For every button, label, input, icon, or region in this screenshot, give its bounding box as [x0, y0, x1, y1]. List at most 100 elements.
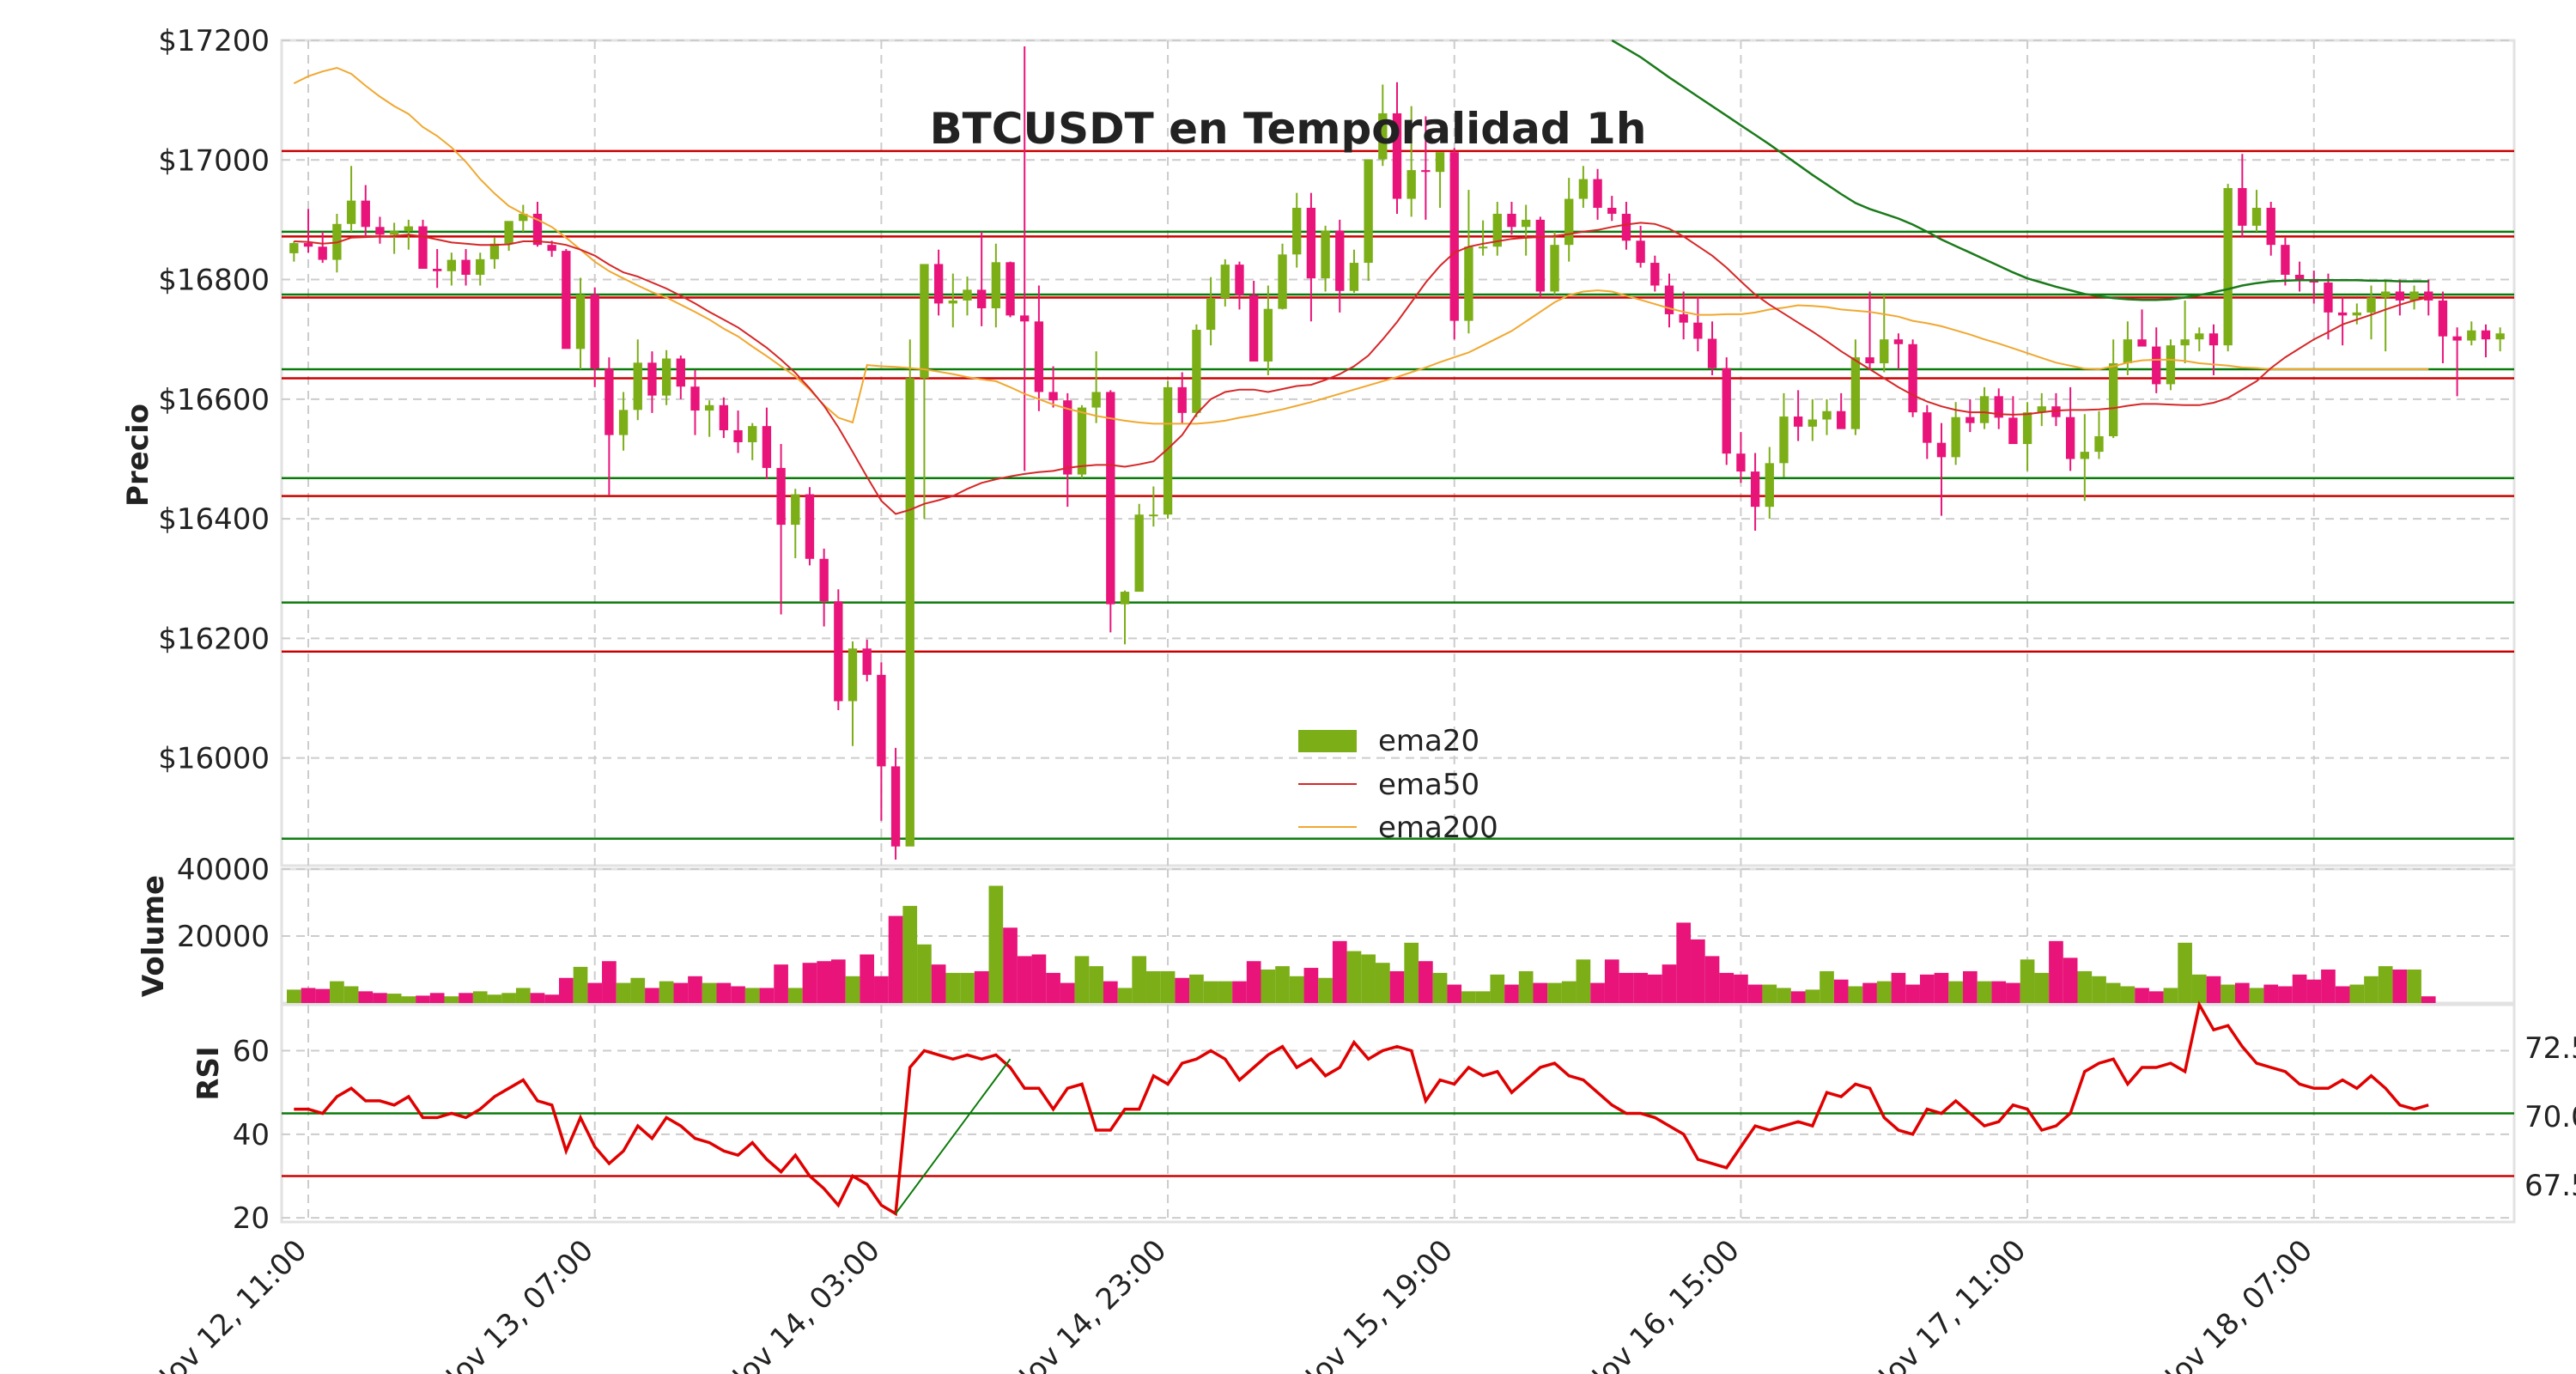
- candle-body: [2409, 291, 2419, 301]
- volume-bar: [2306, 979, 2322, 1003]
- candle-body: [2180, 339, 2190, 346]
- candle-body: [504, 221, 513, 244]
- candle-body: [719, 404, 729, 431]
- candle-body: [1507, 213, 1516, 228]
- volume-bar: [501, 993, 516, 1003]
- candle-body: [1421, 170, 1431, 173]
- volume-bar: [802, 963, 817, 1003]
- volume-bar: [1734, 974, 1748, 1003]
- volume-bar: [1876, 981, 1892, 1003]
- volume-bar: [731, 986, 745, 1003]
- volume-bar: [830, 959, 846, 1003]
- candle-body: [1192, 330, 1201, 413]
- candle-body: [2051, 406, 2061, 417]
- volume-bar: [1719, 972, 1735, 1003]
- candle-body: [733, 430, 743, 442]
- candle-body: [1134, 514, 1144, 593]
- candle-body: [1177, 386, 1187, 413]
- candle-body: [2166, 345, 2176, 385]
- candle-body: [1650, 263, 1660, 286]
- volume-bar: [1103, 981, 1118, 1003]
- volume-bar: [315, 988, 331, 1003]
- volume-tick-label: 20000: [177, 920, 270, 954]
- candle-body: [2294, 274, 2305, 280]
- candle-body: [433, 269, 442, 271]
- chart-title: BTCUSDT en Temporalidad 1h: [930, 104, 1647, 154]
- candle-body: [1077, 407, 1087, 475]
- volume-bar: [1647, 974, 1662, 1003]
- candle-body: [991, 262, 1001, 308]
- candle-body: [605, 368, 614, 435]
- volume-tick-label: 40000: [177, 853, 270, 887]
- x-tick-label: Nov 18, 07:00: [2149, 1233, 2319, 1374]
- volume-bar: [1891, 972, 1906, 1003]
- volume-bar: [1031, 954, 1047, 1003]
- volume-bar: [2321, 970, 2336, 1003]
- candle-body: [1091, 392, 1101, 408]
- legend: ema20 ema50 ema200: [1298, 724, 1498, 845]
- volume-bar: [1275, 966, 1290, 1003]
- volume-bar: [1060, 982, 1075, 1003]
- volume-bar: [1848, 986, 1863, 1003]
- volume-bar: [2349, 984, 2365, 1003]
- volume-bar: [1289, 976, 1304, 1003]
- volume-bar: [1991, 981, 2007, 1003]
- volume-bar: [988, 885, 1004, 1003]
- candle-body: [633, 362, 642, 410]
- volume-bar: [1375, 963, 1390, 1003]
- volume-bar: [1704, 956, 1720, 1003]
- candle-body: [2266, 207, 2275, 246]
- candle-body: [2065, 416, 2075, 459]
- volume-bar: [1361, 954, 1376, 1003]
- candle-body: [2495, 333, 2505, 340]
- candle-body: [1607, 207, 1617, 214]
- candle-body: [805, 494, 815, 559]
- candle-body: [1750, 471, 1760, 508]
- candle-body: [2022, 412, 2032, 445]
- candle-body: [1149, 514, 1158, 517]
- rsi-tick-label: 20: [233, 1201, 270, 1236]
- volume-bar: [301, 988, 316, 1003]
- volume-bar: [1074, 956, 1090, 1003]
- volume-bar: [373, 993, 387, 1003]
- candle-body: [318, 246, 327, 260]
- rsi-right-tick-label: 72.5: [2524, 1031, 2576, 1066]
- volume-bars: [287, 885, 2436, 1003]
- volume-bar: [688, 976, 702, 1003]
- candle-body: [1779, 416, 1789, 464]
- volume-bar: [1963, 970, 1978, 1003]
- candle-body: [519, 213, 528, 222]
- volume-bar: [659, 981, 674, 1003]
- volume-bar: [1419, 961, 1433, 1003]
- candle-body: [2324, 283, 2333, 313]
- candle-body: [2195, 333, 2204, 340]
- candle-body: [1636, 240, 1645, 264]
- volume-bar: [2092, 976, 2106, 1003]
- volume-bar: [444, 996, 459, 1003]
- volume-bar: [716, 982, 732, 1003]
- candle-body: [2337, 312, 2348, 316]
- candle-body: [834, 601, 843, 702]
- candle-body: [1880, 339, 1889, 364]
- candle-body: [676, 358, 685, 387]
- candle-body: [2208, 333, 2219, 346]
- volume-bar: [1447, 984, 1462, 1003]
- candle-body: [920, 264, 929, 379]
- volume-bar: [645, 988, 659, 1003]
- volume-bar: [287, 989, 301, 1003]
- candle-body: [862, 648, 872, 675]
- candle-body: [562, 251, 571, 350]
- volume-bar: [1175, 977, 1190, 1003]
- candle-body: [1120, 592, 1130, 605]
- volume-bar: [587, 982, 603, 1003]
- volume-bar: [1820, 970, 1834, 1003]
- candle-body: [1865, 357, 1874, 364]
- candle-body: [933, 264, 944, 304]
- volume-bar: [1146, 970, 1161, 1003]
- volume-bar: [2034, 972, 2050, 1003]
- candle-body: [1449, 152, 1459, 321]
- x-tick-label: Nov 14, 23:00: [1003, 1233, 1173, 1374]
- candle-body: [1893, 339, 1904, 344]
- candle-body: [1850, 357, 1861, 429]
